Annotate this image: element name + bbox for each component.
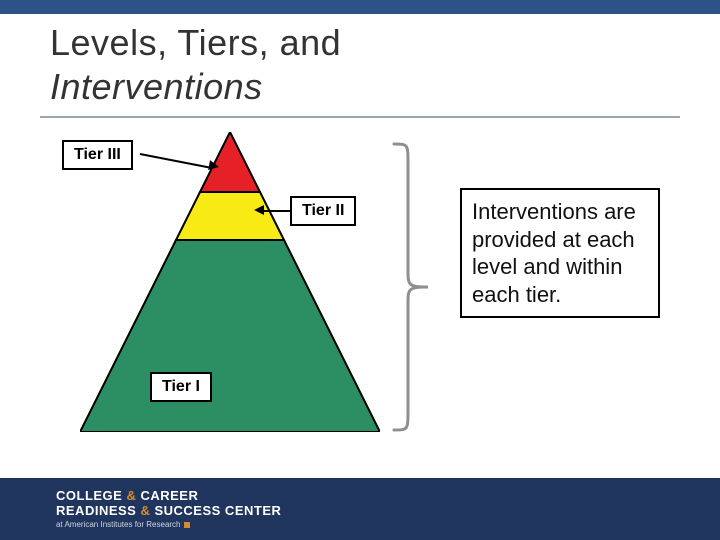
- footer-text: SUCCESS CENTER: [150, 503, 281, 518]
- pyramid-tier2: [176, 192, 284, 240]
- tier-2-label: Tier II: [290, 196, 356, 226]
- title-line-2: Interventions: [50, 66, 670, 108]
- footer-text: CAREER: [136, 488, 198, 503]
- footer-subtext: at American Institutes for Research: [56, 520, 181, 529]
- footer-logo-subtext: at American Institutes for Research: [56, 520, 281, 529]
- tier-3-label: Tier III: [62, 140, 133, 170]
- tier-1-label: Tier I: [150, 372, 212, 402]
- footer-text: READINESS: [56, 503, 140, 518]
- brace-icon: [388, 140, 438, 434]
- footer-logo-line-2: READINESS & SUCCESS CENTER: [56, 503, 281, 518]
- info-text-box: Interventions are provided at each level…: [460, 188, 660, 318]
- pyramid-tier1: [80, 240, 380, 432]
- ampersand-icon: &: [140, 503, 150, 518]
- footer-logo: COLLEGE & CAREER READINESS & SUCCESS CEN…: [56, 488, 281, 529]
- pyramid-diagram: [80, 132, 380, 432]
- tier-3-arrow-head: [208, 160, 220, 172]
- top-bar: [0, 0, 720, 14]
- footer-bar: COLLEGE & CAREER READINESS & SUCCESS CEN…: [0, 478, 720, 540]
- title-line-1: Levels, Tiers, and: [50, 22, 670, 64]
- ampersand-icon: &: [126, 488, 136, 503]
- footer-text: COLLEGE: [56, 488, 126, 503]
- slide: Levels, Tiers, and Interventions Tier II…: [0, 0, 720, 540]
- footer-logo-line-1: COLLEGE & CAREER: [56, 488, 281, 503]
- title-underline: [40, 116, 680, 118]
- title-block: Levels, Tiers, and Interventions: [50, 22, 670, 108]
- square-icon: [184, 522, 190, 528]
- tier-2-arrow-line: [262, 210, 290, 212]
- tier-2-arrow-head: [254, 205, 264, 215]
